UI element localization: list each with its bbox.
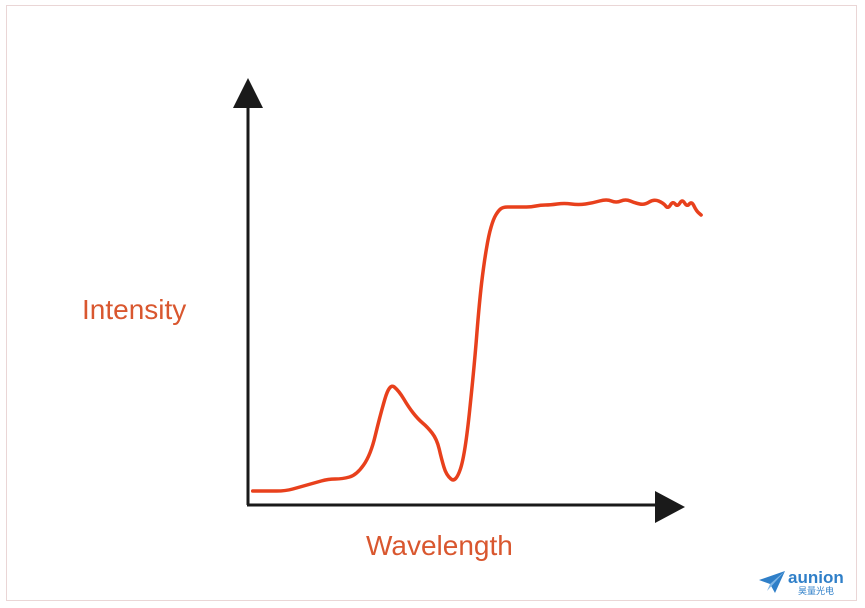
- watermark-name: aunion: [788, 568, 844, 587]
- watermark-logo: aunion 昊量光电: [758, 568, 858, 602]
- x-axis-label: Wavelength: [366, 530, 513, 561]
- watermark-subtitle: 昊量光电: [798, 586, 835, 596]
- spectrum-line-0: [250, 198, 703, 493]
- x-axis: [247, 491, 685, 523]
- chart-frame: [6, 5, 857, 601]
- y-axis-arrow: [233, 78, 263, 108]
- y-axis: [233, 78, 263, 505]
- x-axis-arrow: [655, 491, 685, 523]
- paper-plane-icon: [759, 571, 785, 593]
- series-layer: [250, 198, 703, 493]
- y-axis-label: Intensity: [82, 294, 187, 325]
